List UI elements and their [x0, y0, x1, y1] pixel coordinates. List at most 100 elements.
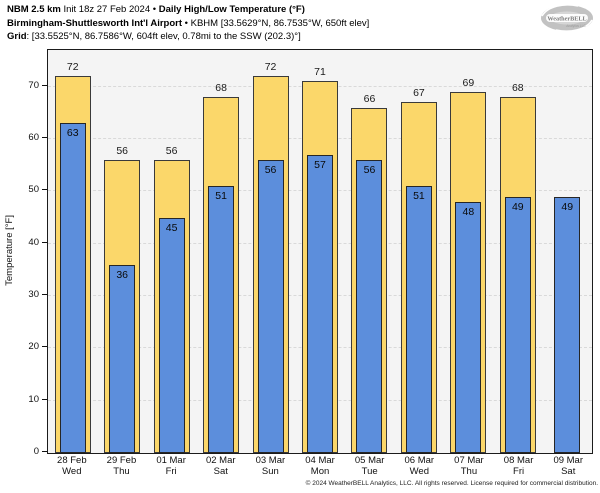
station-meta: • KBHM [33.5629°N, 86.7535°W, 650ft elev…: [182, 17, 370, 29]
x-day-label: Thu: [460, 465, 478, 477]
logo-subtext: Analytics LLC: [566, 24, 586, 28]
x-day-label: Fri: [513, 465, 525, 477]
bar-low: [208, 186, 235, 453]
y-tick-label-10: 10: [28, 393, 39, 405]
product-name: Daily High/Low Temperature (°F): [158, 4, 305, 15]
x-date-label: 07 Mar: [454, 455, 484, 466]
title-line-2: Birmingham-Shuttlesworth Int'l Airport •…: [7, 17, 369, 31]
model-name: NBM 2.5 km: [7, 4, 61, 15]
y-tick-label-40: 40: [28, 236, 39, 248]
y-tick-label-50: 50: [28, 184, 39, 196]
bar-low: [257, 159, 284, 453]
title-line-3: Grid: [33.5525°N, 86.7586°W, 604ft elev,…: [7, 30, 369, 44]
low-value-label: 45: [165, 221, 178, 234]
low-value-label: 57: [314, 158, 326, 171]
low-value-label: 49: [511, 200, 524, 213]
x-date-label: 04 Mar: [305, 455, 335, 466]
y-tick-40: [42, 241, 47, 243]
y-tick-20: [42, 346, 47, 348]
bar-low: [109, 264, 136, 453]
high-value-label: 71: [314, 66, 326, 79]
high-value-label: 66: [363, 92, 376, 105]
y-tick-label-0: 0: [33, 446, 39, 457]
low-value-label: 56: [264, 163, 277, 176]
title-line-1: NBM 2.5 km Init 18z 27 Feb 2024 • Daily …: [7, 3, 369, 17]
low-value-label: 36: [116, 268, 129, 281]
plot-area: 72 63 56 36 56 45 68 51 72 56 71 57 66 56 67 51 69 48 68 49…: [47, 49, 593, 454]
low-value-label: 48: [462, 205, 475, 218]
y-tick-70: [42, 84, 47, 86]
swirl-icon: WeatherBELL Analytics LLC: [541, 4, 593, 32]
x-day-label: Fri: [165, 465, 177, 477]
chart-header: NBM 2.5 km Init 18z 27 Feb 2024 • Daily …: [7, 3, 369, 44]
init-time: Init 18z 27 Feb 2024 •: [60, 4, 159, 15]
x-tick-09-mar: 09 Mar Sat: [543, 455, 593, 477]
bar-low: [455, 201, 482, 453]
bar-low: [158, 217, 185, 453]
x-tick-28-feb: 28 Feb Wed: [47, 455, 97, 477]
high-value-label: 67: [413, 87, 425, 100]
high-value-label: 56: [116, 144, 129, 157]
x-tick-06-mar: 06 Mar Wed: [394, 455, 444, 477]
x-tick-03-mar: 03 Mar Sun: [246, 455, 296, 477]
high-value-label: 68: [511, 82, 524, 95]
low-value-label: 49: [561, 200, 574, 213]
x-tick-04-mar: 04 Mar Mon: [295, 455, 345, 477]
low-value-label: 56: [363, 163, 376, 176]
logo-text: WeatherBELL: [547, 16, 586, 23]
copyright-notice: © 2024 WeatherBELL Analytics, LLC. All r…: [305, 480, 598, 487]
x-day-label: Tue: [361, 465, 378, 477]
y-tick-60: [42, 137, 47, 138]
x-axis: 28 Feb Wed 29 Feb Thu 01 Mar Fri 02 Mar Sat 03 M…: [47, 455, 593, 477]
x-date-label: 29 Feb: [106, 455, 137, 466]
station-name: Birmingham-Shuttlesworth Int'l Airport: [7, 17, 183, 29]
y-tick-10: [42, 398, 47, 400]
x-day-label: Sat: [561, 465, 576, 477]
low-value-label: 63: [66, 127, 79, 140]
y-tick-label-70: 70: [28, 79, 39, 91]
x-date-label: 05 Mar: [354, 455, 385, 466]
x-date-label: 28 Feb: [57, 455, 87, 466]
grid-meta: : [33.5525°N, 86.7586°W, 604ft elev, 0.7…: [26, 31, 301, 42]
x-day-label: Wed: [409, 465, 429, 477]
weatherbell-logo: WeatherBELL Analytics LLC: [538, 2, 596, 34]
x-tick-07-mar: 07 Mar Thu: [444, 455, 494, 477]
x-tick-05-mar: 05 Mar Tue: [345, 455, 395, 477]
high-value-label: 72: [264, 61, 277, 74]
high-value-label: 72: [66, 61, 79, 74]
x-date-label: 06 Mar: [404, 455, 435, 466]
x-date-label: 01 Mar: [156, 455, 186, 466]
bar-low: [405, 186, 432, 453]
x-date-label: 02 Mar: [205, 455, 236, 466]
y-tick-label-30: 30: [28, 289, 39, 300]
x-day-label: Thu: [113, 465, 130, 477]
y-axis: 0 10 20 30 40 50 60 70: [0, 49, 47, 457]
bar-low: [554, 196, 581, 453]
x-tick-29-feb: 29 Feb Thu: [97, 455, 147, 477]
x-date-label: 08 Mar: [503, 455, 534, 466]
bar-low: [356, 159, 383, 453]
bar-low: [504, 196, 531, 453]
y-tick-label-60: 60: [28, 132, 39, 143]
y-tick-0: [42, 451, 47, 452]
x-day-label: Mon: [310, 465, 330, 477]
x-date-label: 03 Mar: [255, 455, 286, 466]
high-value-label: 69: [462, 76, 475, 89]
x-date-label: 09 Mar: [553, 455, 584, 466]
low-value-label: 51: [413, 190, 425, 203]
x-tick-01-mar: 01 Mar Fri: [146, 455, 196, 477]
y-tick-50: [42, 189, 47, 191]
x-tick-02-mar: 02 Mar Sat: [196, 455, 246, 477]
low-value-label: 51: [215, 190, 227, 203]
bar-low: [59, 123, 86, 453]
y-tick-label-20: 20: [28, 341, 39, 353]
bar-low: [307, 154, 333, 453]
x-day-label: Wed: [62, 465, 82, 477]
high-value-label: 56: [165, 144, 178, 157]
x-tick-08-mar: 08 Mar Fri: [494, 455, 544, 477]
high-value-label: 68: [215, 82, 227, 95]
y-tick-30: [42, 294, 47, 295]
x-day-label: Sun: [261, 465, 279, 477]
x-day-label: Sat: [213, 465, 228, 477]
